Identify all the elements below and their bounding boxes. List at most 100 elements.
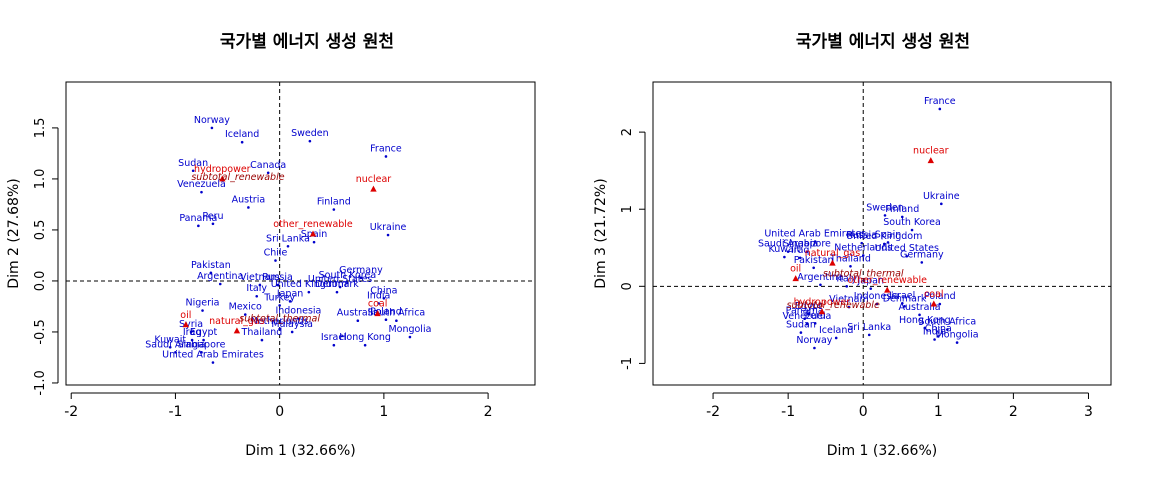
country-point	[210, 126, 214, 130]
country-point	[338, 285, 342, 289]
y-axis-label: Dim 3 (21.72%)	[593, 178, 609, 288]
country-point	[875, 302, 879, 306]
country-label: Italy	[246, 283, 267, 294]
country-point	[211, 361, 215, 364]
country-point	[218, 282, 222, 286]
source-label: nuclear	[356, 174, 392, 185]
country-label: Netherlands	[251, 316, 309, 327]
x-axis-label: Dim 1 (32.66%)	[245, 443, 355, 459]
chart-title: 국가별 에너지 생성 원천	[220, 32, 394, 52]
country-point	[211, 222, 215, 226]
country-label: Japan	[856, 276, 884, 287]
country-point	[905, 254, 909, 258]
source-point	[884, 286, 891, 293]
country-label: Indonesia	[854, 291, 900, 302]
country-point	[335, 290, 339, 294]
country-point	[189, 330, 193, 334]
country-point	[201, 309, 204, 312]
country-point	[946, 328, 949, 331]
country-label: Mongolia	[388, 324, 431, 335]
country-point	[290, 330, 294, 334]
country-label: Nigeria	[186, 298, 220, 309]
country-label: United Kingdom	[271, 279, 347, 290]
country-label: Egypt	[190, 327, 218, 338]
country-point	[260, 338, 264, 342]
country-point	[812, 266, 815, 270]
x-tick-label: 0	[859, 404, 868, 420]
country-point	[813, 240, 817, 243]
country-point	[882, 242, 886, 246]
country-point	[288, 300, 292, 303]
country-label: South Korea	[319, 270, 377, 281]
country-point	[783, 255, 786, 259]
country-point	[910, 228, 914, 232]
x-tick-label: 0	[275, 404, 284, 420]
country-point	[937, 335, 940, 338]
source-label: hydropower	[194, 164, 251, 175]
country-point	[286, 244, 290, 248]
source-label: oil	[180, 310, 191, 321]
country-point	[813, 346, 816, 350]
y-tick-label: 2	[620, 128, 635, 136]
source-point	[792, 275, 799, 282]
country-label: Argentina	[197, 271, 243, 282]
country-label: India	[923, 327, 946, 338]
country-label: Ukraine	[370, 222, 407, 233]
country-label: Ukraine	[923, 191, 960, 202]
country-point	[845, 285, 849, 288]
y-axis-label: Dim 2 (27.68%)	[6, 178, 22, 288]
country-label: Venezuela	[177, 179, 226, 190]
country-point	[384, 318, 388, 322]
country-point	[849, 264, 852, 268]
country-label: Sri Lanka	[847, 322, 891, 333]
country-label: Australia	[899, 302, 941, 313]
country-point	[363, 343, 367, 347]
y-tick-label: 1.5	[33, 118, 48, 139]
y-tick-label: 0	[620, 282, 635, 290]
country-label: Poland	[370, 307, 402, 318]
country-label: Italy	[836, 273, 857, 284]
country-label: United Arab Emirates	[162, 350, 264, 361]
country-point	[805, 322, 809, 326]
country-label: Finland	[885, 204, 919, 215]
country-label: France	[370, 143, 402, 154]
country-label: Denmark	[315, 279, 359, 290]
country-label: India	[367, 290, 390, 301]
country-point	[938, 302, 942, 306]
country-point	[356, 319, 360, 323]
country-point	[312, 240, 316, 244]
y-tick-label: 0.5	[33, 220, 48, 241]
country-label: Israel	[889, 290, 915, 301]
country-point	[918, 313, 921, 317]
country-label: Malaysia	[271, 319, 313, 330]
country-point	[386, 233, 390, 237]
country-point	[278, 327, 281, 331]
country-label: United States	[308, 274, 372, 285]
country-point	[920, 261, 924, 264]
country-point	[197, 224, 200, 228]
country-label: United States	[875, 243, 939, 254]
country-point	[940, 202, 943, 206]
source-label: nuclear	[913, 146, 949, 157]
country-label: Germany	[339, 265, 383, 276]
country-label: United Kingdom	[846, 231, 922, 242]
source-point	[829, 259, 836, 266]
country-point	[933, 338, 936, 341]
country-label: Finland	[317, 197, 351, 208]
country-label: Syria	[179, 319, 203, 330]
country-point	[803, 317, 806, 320]
country-point	[819, 283, 822, 287]
country-label: Israel	[321, 332, 347, 343]
country-label: Norway	[796, 335, 832, 346]
country-point	[377, 302, 380, 305]
country-point	[274, 259, 277, 262]
source-point	[182, 321, 190, 328]
country-point	[200, 190, 203, 194]
country-point	[174, 351, 177, 354]
country-point	[834, 336, 838, 340]
source-point	[219, 175, 226, 182]
country-label: China	[370, 285, 397, 296]
source-label: natural_gas	[209, 316, 265, 327]
country-point	[258, 283, 262, 287]
